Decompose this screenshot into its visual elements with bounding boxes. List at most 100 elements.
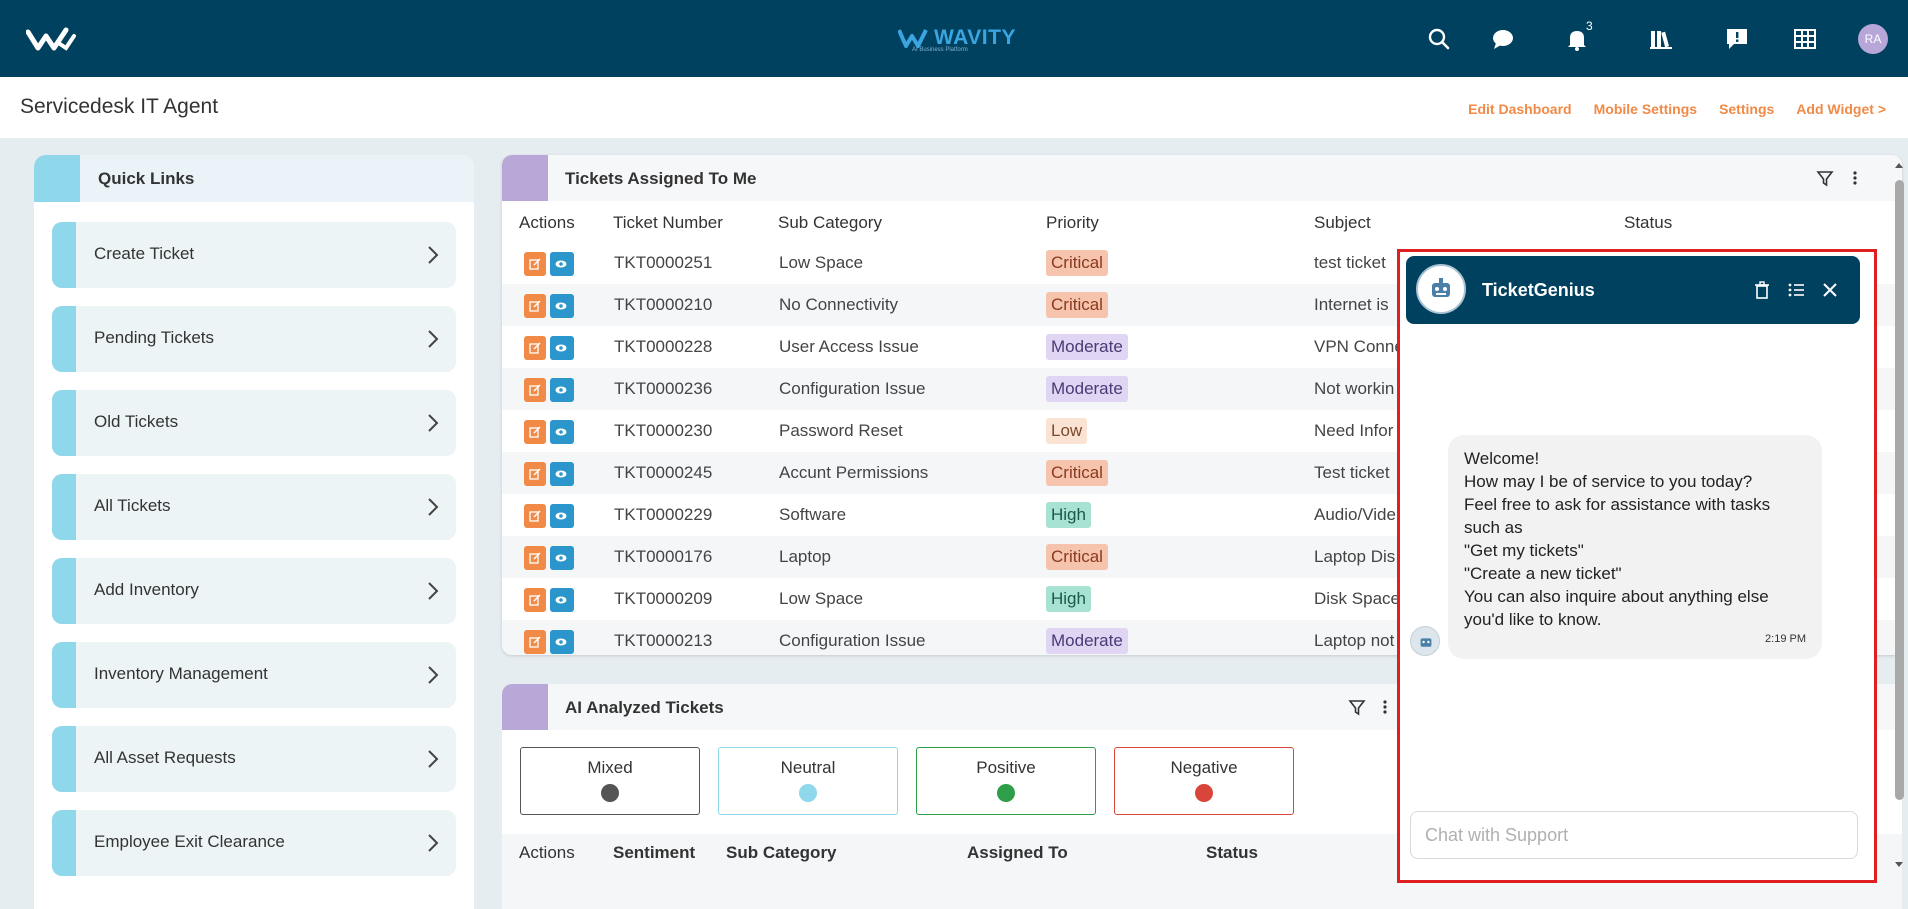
notification-count: 3 [1586, 19, 1593, 33]
brand-logo: WAVITY AI Business Platform [898, 24, 1015, 54]
column-header-status[interactable]: Status [1624, 213, 1673, 232]
message-line: "Get my tickets" [1464, 541, 1584, 560]
view-ticket-button[interactable] [550, 462, 574, 486]
edit-ticket-button[interactable] [524, 462, 546, 486]
ticket-number-cell[interactable]: TKT0000210 [614, 295, 713, 314]
edit-ticket-button[interactable] [524, 420, 546, 444]
view-ticket-button[interactable] [550, 504, 574, 528]
view-ticket-button[interactable] [550, 588, 574, 612]
feedback-icon[interactable] [1724, 26, 1750, 52]
sentiment-filter-mixed[interactable]: Mixed [520, 747, 700, 815]
sentiment-filter-positive[interactable]: Positive [916, 747, 1096, 815]
sentiment-filter-negative[interactable]: Negative [1114, 747, 1294, 815]
ai-column-header-assigned-to[interactable]: Assigned To [967, 843, 1068, 862]
wavity-logo-icon[interactable] [26, 26, 76, 52]
ticket-number-cell[interactable]: TKT0000213 [614, 631, 713, 650]
column-header-priority[interactable]: Priority [1046, 213, 1099, 232]
page-scrollbar[interactable] [1892, 155, 1906, 875]
ai-column-header-status[interactable]: Status [1206, 843, 1258, 862]
scroll-down-icon[interactable] [1894, 861, 1904, 869]
view-ticket-button[interactable] [550, 378, 574, 402]
quick-link-accent [52, 474, 76, 540]
view-ticket-button[interactable] [550, 420, 574, 444]
chat-highlight-frame [1397, 249, 1877, 883]
ticket-number-cell[interactable]: TKT0000245 [614, 463, 713, 482]
edit-ticket-button[interactable] [524, 378, 546, 402]
edit-dashboard-link[interactable]: Edit Dashboard [1468, 101, 1572, 117]
view-ticket-button[interactable] [550, 252, 574, 276]
more-vertical-icon[interactable] [1852, 169, 1858, 187]
ai-column-header-sentiment[interactable]: Sentiment [613, 843, 696, 862]
table-row[interactable]: TKT0000251 Low Space Critical test ticket [502, 242, 1902, 284]
edit-ticket-button[interactable] [524, 294, 546, 318]
message-line: you'd like to know. [1464, 610, 1602, 629]
sub-category-cell: User Access Issue [779, 337, 919, 356]
column-header-subject[interactable]: Subject [1314, 213, 1371, 232]
apps-grid-icon[interactable] [1792, 26, 1818, 52]
column-header-ticket-number[interactable]: Ticket Number [613, 213, 723, 232]
ticket-number-cell[interactable]: TKT0000209 [614, 589, 713, 608]
robot-icon [1420, 638, 1432, 647]
quick-link-all-asset-requests[interactable]: All Asset Requests [52, 726, 456, 792]
scroll-up-icon[interactable] [1894, 161, 1904, 169]
filter-icon[interactable] [1348, 698, 1366, 716]
chat-input[interactable] [1410, 811, 1858, 859]
table-row[interactable]: TKT0000229 Software High Audio/Vide [502, 494, 1902, 536]
column-header-sub-category[interactable]: Sub Category [778, 213, 882, 232]
view-ticket-button[interactable] [550, 630, 574, 654]
quick-link-old-tickets[interactable]: Old Tickets [52, 390, 456, 456]
edit-ticket-button[interactable] [524, 630, 546, 654]
table-row[interactable]: TKT0000230 Password Reset Low Need Infor [502, 410, 1902, 452]
user-avatar[interactable]: RA [1858, 24, 1888, 54]
panel-accent [502, 684, 548, 730]
ticket-number-cell[interactable]: TKT0000230 [614, 421, 713, 440]
quick-link-employee-exit-clearance[interactable]: Employee Exit Clearance [52, 810, 456, 876]
quick-link-inventory-management[interactable]: Inventory Management [52, 642, 456, 708]
edit-ticket-button[interactable] [524, 546, 546, 570]
add-widget-link[interactable]: Add Widget > [1796, 101, 1886, 117]
quick-link-label: Add Inventory [94, 580, 199, 599]
subject-cell: VPN Conne [1314, 337, 1404, 356]
quick-link-all-tickets[interactable]: All Tickets [52, 474, 456, 540]
filter-icon[interactable] [1816, 169, 1834, 187]
scrollbar-thumb[interactable] [1895, 180, 1904, 800]
ticket-number-cell[interactable]: TKT0000236 [614, 379, 713, 398]
edit-ticket-button[interactable] [524, 504, 546, 528]
quick-link-pending-tickets[interactable]: Pending Tickets [52, 306, 456, 372]
eye-icon [555, 470, 567, 478]
chat-icon[interactable] [1490, 26, 1516, 52]
quick-link-label: All Asset Requests [94, 748, 236, 767]
edit-ticket-button[interactable] [524, 588, 546, 612]
bell-icon[interactable] [1564, 26, 1590, 52]
message-line: Feel free to ask for assistance with tas… [1464, 495, 1771, 514]
chevron-right-icon [428, 666, 439, 684]
ticket-number-cell[interactable]: TKT0000176 [614, 547, 713, 566]
column-header-actions: Actions [519, 213, 575, 232]
mobile-settings-link[interactable]: Mobile Settings [1593, 101, 1698, 117]
more-vertical-icon[interactable] [1382, 698, 1388, 716]
table-row[interactable]: TKT0000209 Low Space High Disk Space [502, 578, 1902, 620]
ticket-number-cell[interactable]: TKT0000229 [614, 505, 713, 524]
edit-ticket-button[interactable] [524, 252, 546, 276]
tickets-assigned-widget: Tickets Assigned To Me Actions Ticket Nu… [502, 155, 1902, 655]
edit-ticket-button[interactable] [524, 336, 546, 360]
view-ticket-button[interactable] [550, 336, 574, 360]
quick-link-add-inventory[interactable]: Add Inventory [52, 558, 456, 624]
sentiment-label: Negative [1170, 758, 1238, 777]
search-icon[interactable] [1426, 26, 1452, 52]
view-ticket-button[interactable] [550, 546, 574, 570]
view-ticket-button[interactable] [550, 294, 574, 318]
sentiment-filter-neutral[interactable]: Neutral [718, 747, 898, 815]
ticket-number-cell[interactable]: TKT0000251 [614, 253, 713, 272]
quick-link-create-ticket[interactable]: Create Ticket [52, 222, 456, 288]
message-line: such as [1464, 518, 1523, 537]
close-icon[interactable] [1820, 280, 1840, 300]
table-row[interactable]: TKT0000228 User Access Issue Moderate VPN C… [502, 326, 1902, 368]
ai-column-header-sub-category[interactable]: Sub Category [726, 843, 837, 862]
settings-link[interactable]: Settings [1719, 101, 1775, 117]
ticket-number-cell[interactable]: TKT0000228 [614, 337, 713, 356]
message-line: "Create a new ticket" [1464, 564, 1622, 583]
list-icon[interactable] [1786, 280, 1806, 300]
library-icon[interactable] [1648, 26, 1674, 52]
trash-icon[interactable] [1752, 280, 1772, 300]
